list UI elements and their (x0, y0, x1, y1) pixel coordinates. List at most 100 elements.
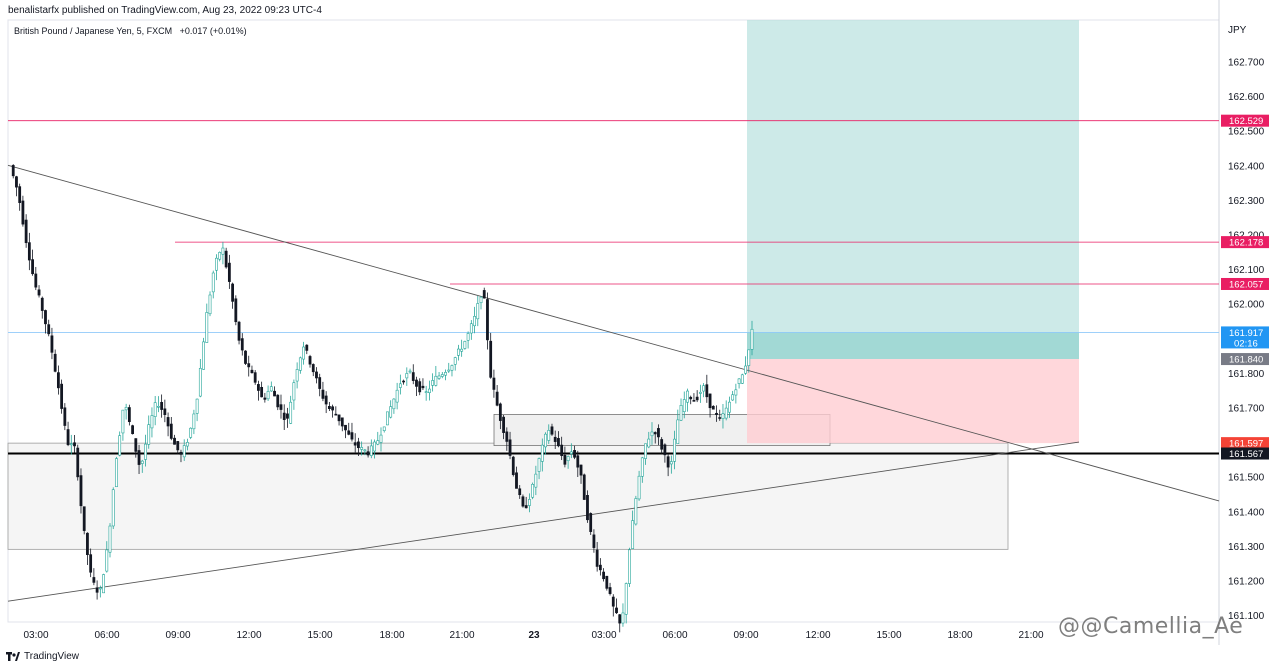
candle-body (37, 289, 41, 296)
candle-body (240, 338, 244, 351)
candle-body (421, 385, 425, 389)
candle-body (247, 363, 251, 368)
candle-body (515, 472, 518, 489)
watermark: @@Camellia_Ae (1058, 614, 1244, 639)
y-tick-label: 162.300 (1228, 196, 1265, 207)
candle-body (695, 396, 699, 401)
x-tick-label: 09:00 (165, 630, 190, 641)
candle-body (618, 614, 622, 624)
candle-body (286, 413, 289, 419)
candle-body (273, 390, 276, 397)
price-tag-label: 161.917 (1229, 328, 1263, 339)
price-tag-bg (1221, 114, 1269, 127)
candle-body (434, 375, 438, 386)
candle-body (424, 391, 428, 394)
candle-body (427, 388, 431, 393)
candle-body (134, 438, 138, 452)
candle-body (157, 405, 160, 408)
candle-body (15, 176, 18, 188)
candle-body (508, 439, 512, 456)
candle-body (624, 583, 628, 615)
candle-body (198, 368, 202, 397)
candle-body (150, 415, 154, 429)
candle-body (124, 407, 128, 411)
candle-body (608, 587, 612, 594)
candle-body (195, 398, 199, 414)
y-tick-label: 162.400 (1228, 161, 1265, 172)
candle-body (502, 416, 505, 433)
candle-body (560, 444, 564, 456)
candle-body (550, 426, 554, 435)
candle-body (176, 441, 180, 451)
price-tag-bg (1221, 277, 1269, 290)
candle-body (79, 475, 83, 507)
candle-body (211, 272, 215, 293)
candle-body (21, 200, 25, 225)
candle-body (347, 430, 351, 435)
candle-body (234, 298, 238, 323)
candle-body (202, 341, 205, 370)
candle-body (47, 324, 51, 335)
candle-body (263, 397, 267, 400)
candle-body (531, 484, 535, 498)
y-tick-label: 161.300 (1228, 542, 1265, 553)
candle-body (205, 312, 209, 343)
candle-body (586, 495, 589, 521)
symbol-legend[interactable]: British Pound / Japanese Yen, 5, FXCM +0… (14, 26, 247, 36)
candle-body (518, 488, 522, 496)
y-tick-label: 162.600 (1228, 92, 1265, 103)
candle-body (521, 496, 525, 507)
candle-body (56, 372, 60, 389)
candle-body (257, 384, 260, 391)
candle-body (498, 403, 502, 421)
candle-body (192, 413, 196, 430)
candle-body (679, 405, 683, 421)
candle-body (631, 520, 635, 549)
candle-body (595, 549, 599, 567)
price-tag-label: 162.178 (1229, 238, 1263, 249)
candle-body (724, 407, 728, 419)
candle-body (50, 335, 54, 353)
candle-body (95, 587, 99, 593)
candle-body (279, 404, 283, 410)
candle-body (208, 294, 212, 315)
candle-body (311, 364, 315, 373)
candle-body (60, 383, 64, 409)
candle-body (505, 431, 509, 442)
candle-body (598, 564, 602, 571)
tradingview-brand[interactable]: TradingView (6, 651, 79, 662)
candle-body (437, 375, 441, 379)
candle-body (92, 577, 96, 583)
stop-zone (747, 359, 1079, 444)
candle-body (457, 348, 460, 356)
candle-body (244, 350, 247, 364)
x-tick-label: 12:00 (236, 630, 261, 641)
candle-body (628, 549, 631, 584)
candle-body (489, 340, 493, 378)
candle-body (305, 344, 309, 351)
candle-body (127, 407, 131, 423)
candle-body (169, 423, 173, 439)
symbol-change: +0.017 (+0.01%) (179, 26, 247, 36)
y-tick-label: 161.200 (1228, 576, 1265, 587)
candle-body (357, 441, 360, 449)
candle-body (118, 435, 122, 456)
x-tick-label: 09:00 (733, 630, 758, 641)
candle-body (544, 433, 547, 448)
candle-body (592, 534, 596, 548)
candle-body (295, 369, 299, 382)
candle-body (376, 440, 380, 445)
candle-body (153, 402, 157, 417)
candle-body (137, 450, 141, 465)
candle-body (318, 377, 322, 389)
candle-body (392, 398, 396, 410)
candle-body (527, 499, 531, 506)
x-tick-label: 06:00 (662, 630, 687, 641)
price-tag-label: 162.529 (1229, 116, 1263, 127)
candle-body (105, 549, 109, 572)
candle-body (250, 369, 254, 374)
price-tag-bg (1221, 437, 1269, 450)
candle-body (163, 408, 167, 415)
